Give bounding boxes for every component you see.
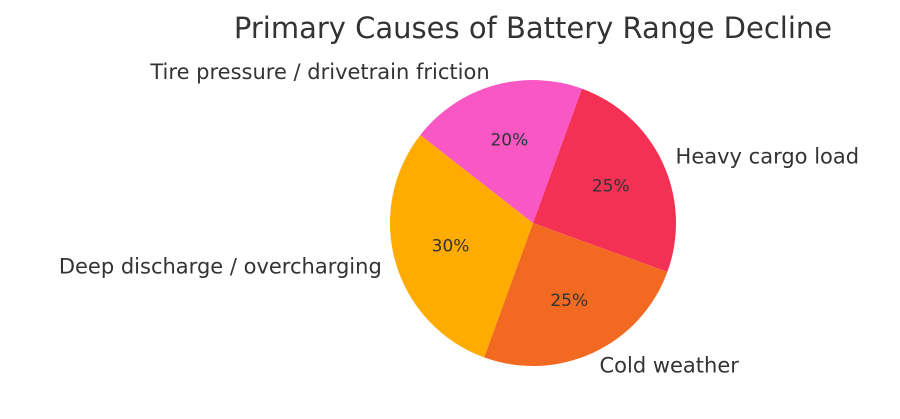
pie-slice-deep-discharge-overcharging [390,134,533,358]
pie-slices [390,80,676,366]
slice-label-heavy-cargo-load: Heavy cargo load [676,145,860,169]
pie-labels: Heavy cargo load 25% Cold weather 25% Deep d… [59,60,859,378]
pie-slice-tire-pressure-drivetrain-friction [420,80,582,223]
slice-label-cold-weather: Cold weather [599,354,739,378]
pie-slice-cold-weather [484,223,668,366]
slice-value-cold-weather: 25% [550,291,588,311]
slice-label-deep-discharge-overcharging: Deep discharge / overcharging [59,254,382,278]
slice-value-tire-pressure-drivetrain-friction: 20% [490,131,528,151]
slice-value-heavy-cargo-load: 25% [592,177,630,197]
slice-label-tire-pressure-drivetrain-friction: Tire pressure / drivetrain friction [149,60,489,84]
pie-slice-heavy-cargo-load [533,88,676,272]
chart-title: Primary Causes of Battery Range Decline [234,11,832,45]
slice-value-deep-discharge-overcharging: 30% [432,237,470,257]
